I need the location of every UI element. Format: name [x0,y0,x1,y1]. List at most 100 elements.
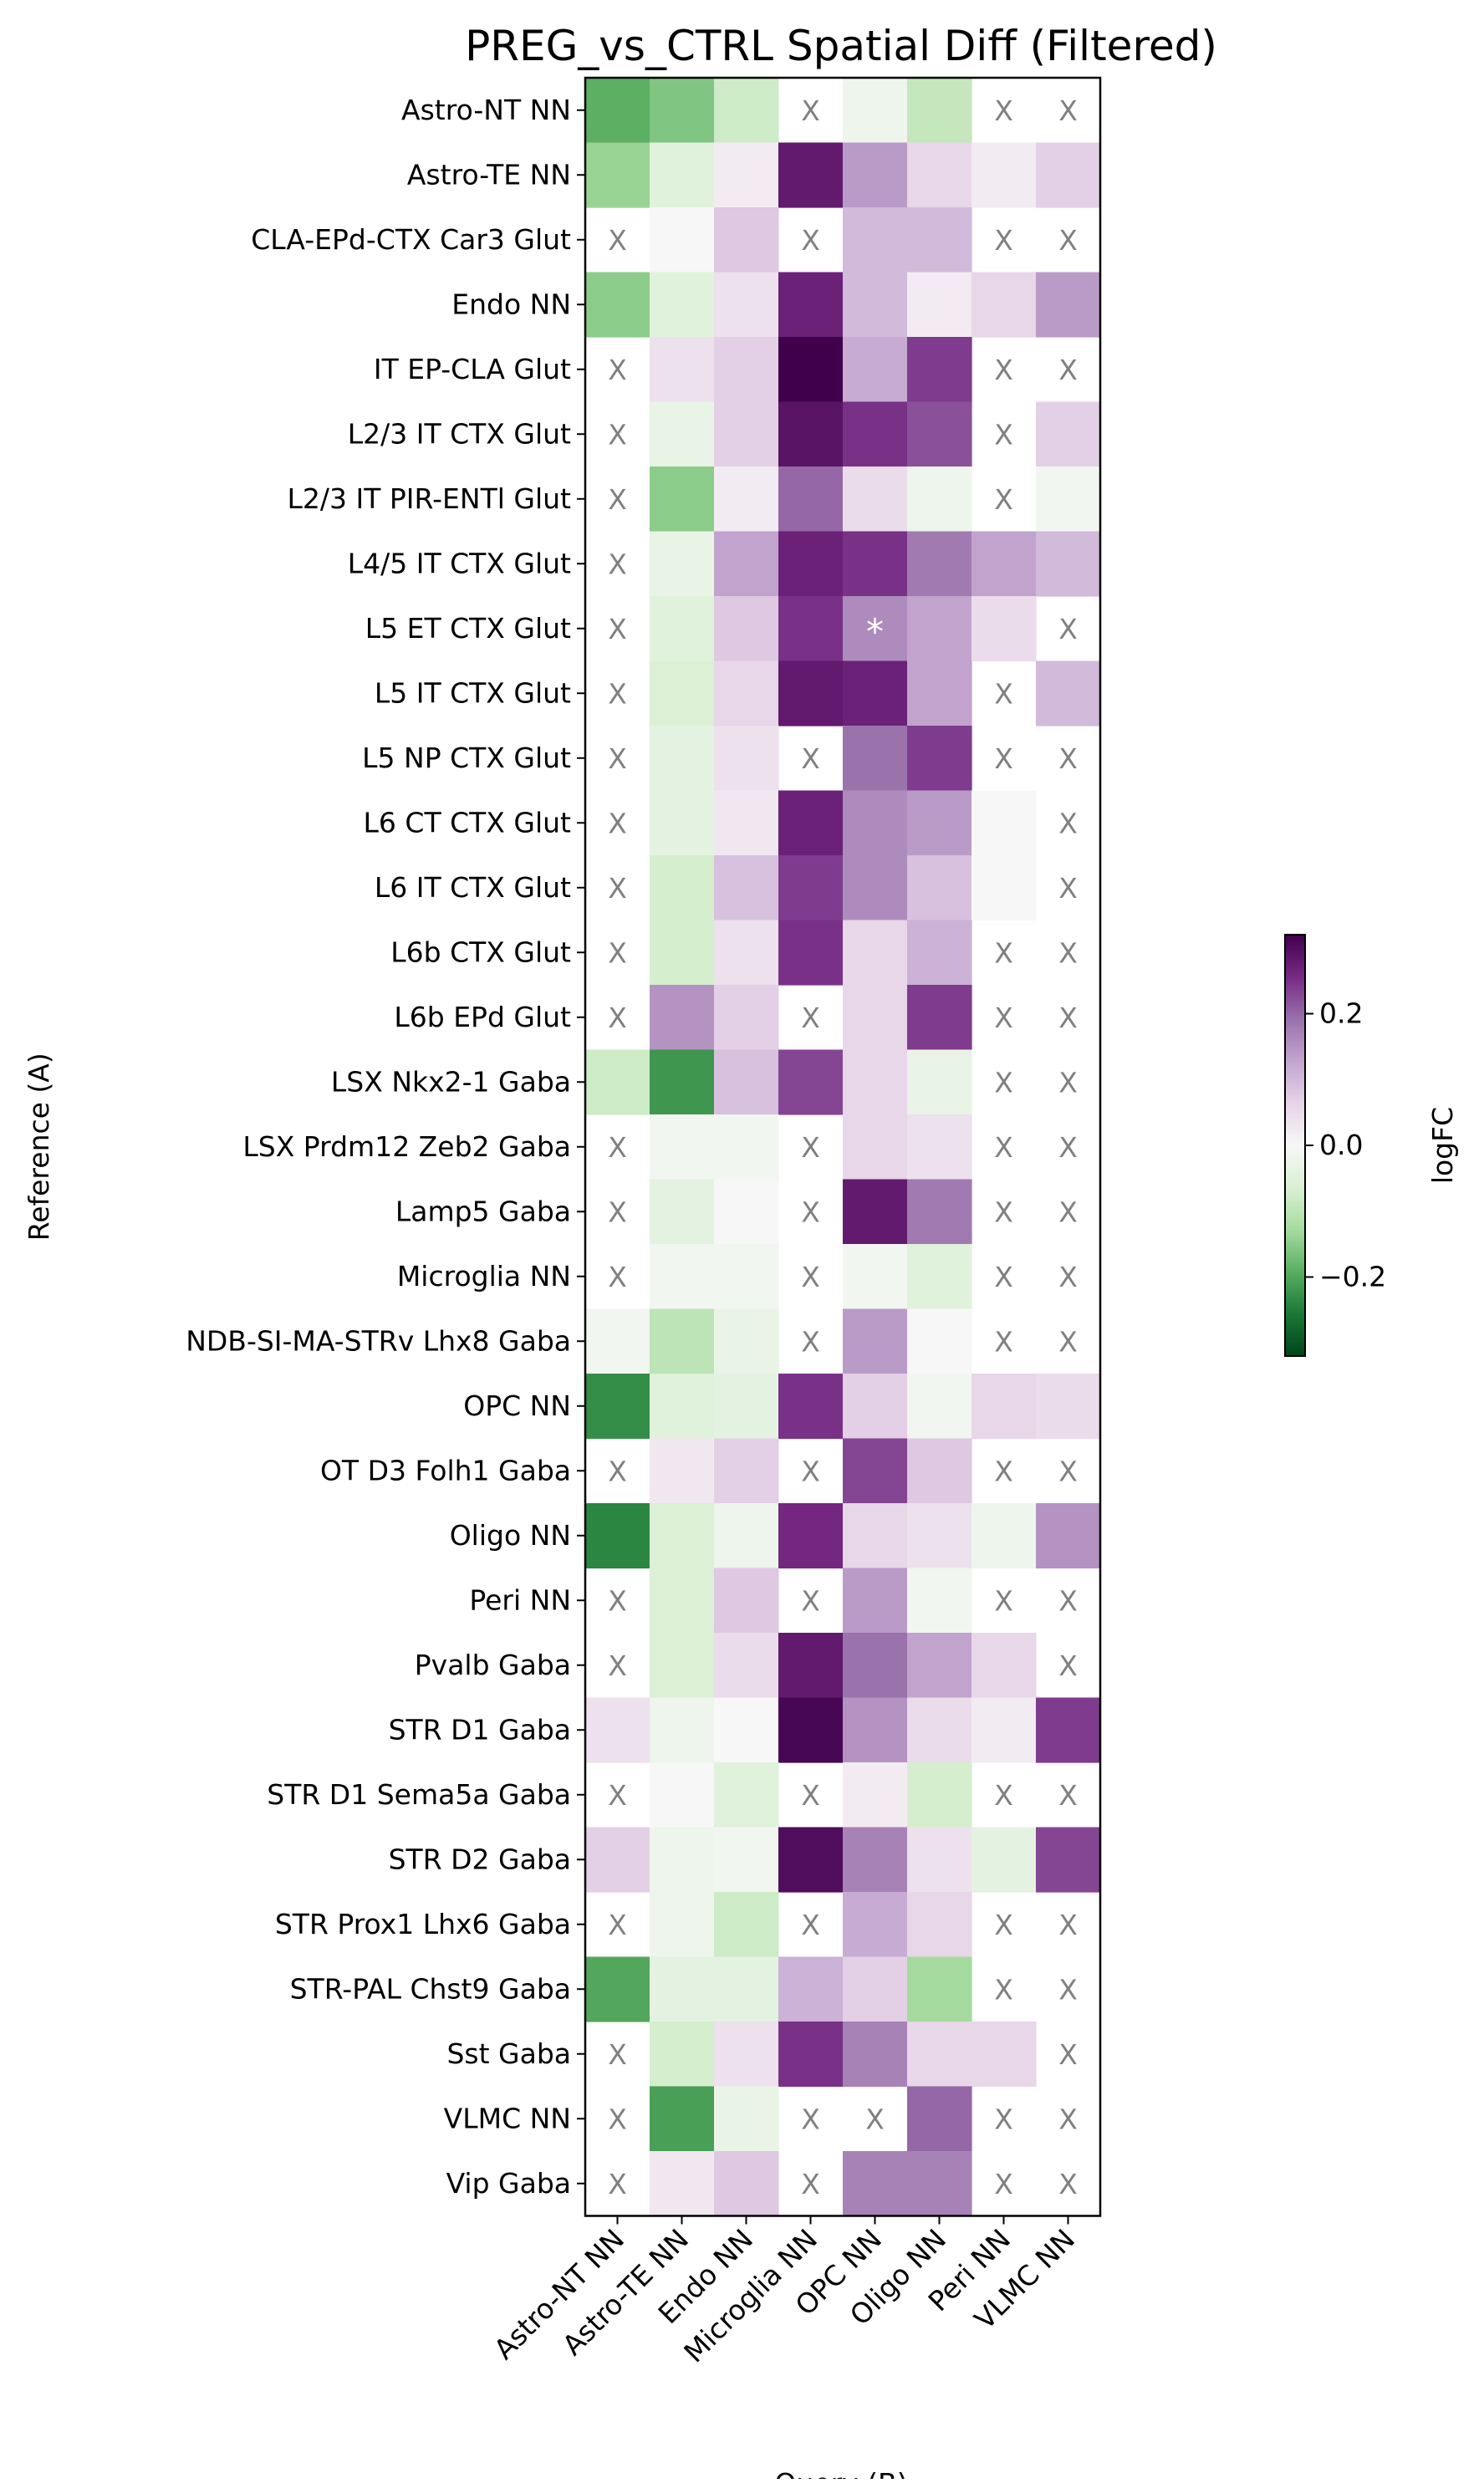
colorbar-tick-label: −0.2 [1319,1261,1386,1293]
missing-marker: X [994,1261,1013,1293]
heatmap-cell [585,1956,650,2022]
missing-marker: X [1058,224,1078,257]
y-tick-label-lsx-prdm12-zeb2-gaba: LSX Prdm12 Zeb2 Gaba [242,1130,571,1163]
heatmap-cell [714,920,779,986]
missing-marker: X [1058,1455,1078,1487]
missing-marker: X [1058,1131,1078,1164]
heatmap-cell [907,1697,972,1763]
missing-marker: X [1058,742,1078,775]
heatmap-cell [714,207,779,273]
heatmap-cell [907,1633,972,1699]
heatmap-cell [714,855,779,921]
heatmap-cell [650,1503,715,1569]
heatmap-cell [714,660,779,727]
heatmap-cell [907,1179,972,1245]
heatmap-cell [843,1179,908,1245]
heatmap-cell [907,790,972,856]
y-tick-label-str-d2-gaba: STR D2 Gaba [389,1843,571,1875]
heatmap-cell [714,531,779,597]
heatmap-cell [714,1244,779,1310]
y-tick-label-lamp5-gaba: Lamp5 Gaba [395,1195,571,1227]
heatmap-cell [714,1049,779,1115]
y-tick-label-ot-d3-folh1-gaba: OT D3 Folh1 Gaba [320,1454,571,1486]
missing-marker: X [608,1261,627,1293]
y-tick-label-it-ep-cla-glut: IT EP-CLA Glut [374,353,571,385]
heatmap-cell [843,272,908,338]
heatmap-cell [778,1827,844,1893]
missing-marker: X [994,2168,1013,2200]
missing-marker: X [608,2103,627,2135]
y-tick-label-l6-ct-ctx-glut: L6 CT CTX Glut [364,806,572,839]
heatmap-cell [843,467,908,533]
missing-marker: X [608,1584,627,1617]
heatmap-cell [585,1697,650,1763]
heatmap-cell [714,1308,779,1374]
heatmap-cell [714,1568,779,1634]
heatmap-cell [1036,1503,1101,1569]
heatmap-cell [907,207,972,273]
heatmap-cell [843,790,908,856]
heatmap-cell [650,207,715,273]
missing-marker: X [994,1909,1013,1941]
missing-marker: X [801,2168,820,2200]
heatmap-cell [650,855,715,921]
heatmap-cell [1036,142,1101,208]
heatmap-cell [714,2151,779,2217]
y-tick-label-pvalb-gaba: Pvalb Gaba [415,1649,571,1681]
heatmap-cell [843,1956,908,2022]
y-tick-label-astro-nt-nn: Astro-NT NN [401,94,571,126]
heatmap-cell [843,920,908,986]
missing-marker: X [608,1779,627,1812]
y-tick-label-l5-it-ctx-glut: L5 IT CTX Glut [375,676,571,709]
heatmap-cell [714,1633,779,1699]
heatmap-cell [843,1827,908,1893]
heatmap-cell [650,531,715,597]
heatmap-cell [907,985,972,1051]
heatmap-cell [714,272,779,338]
missing-marker: X [1058,936,1078,969]
missing-marker: X [1058,1261,1078,1293]
heatmap-cell [907,1244,972,1310]
missing-marker: X [994,418,1013,451]
missing-marker: X [608,872,627,905]
heatmap-cell [907,660,972,727]
heatmap-cell [971,2022,1037,2088]
heatmap-cell [1036,401,1101,467]
heatmap-cell [1036,1697,1101,1763]
heatmap-cell [585,78,650,144]
heatmap-cell [907,1374,972,1440]
missing-marker: X [608,354,627,386]
heatmap-cell [843,1892,908,1958]
y-tick-label-ndb-si-ma-strv-lhx8-gaba: NDB-SI-MA-STRv Lhx8 Gaba [186,1324,571,1357]
heatmap-cell [907,1892,972,1958]
y-tick-label-opc-nn: OPC NN [463,1389,571,1422]
heatmap-cell [1036,1827,1101,1893]
heatmap-cell [843,855,908,921]
missing-marker: X [994,1779,1013,1812]
missing-marker: X [994,483,1013,516]
missing-marker: X [1058,354,1078,386]
heatmap-cell [714,726,779,792]
heatmap-cell [714,1697,779,1763]
missing-marker: X [1058,2103,1078,2135]
y-tick-label-str-d1-gaba: STR D1 Gaba [389,1713,571,1746]
heatmap-cell [714,1762,779,1828]
missing-marker: X [994,1196,1013,1228]
y-tick-label-l6b-ctx-glut: L6b CTX Glut [390,936,571,968]
heatmap-cell [714,790,779,856]
heatmap-cell [650,1179,715,1245]
missing-marker: X [994,354,1013,386]
heatmap-cell [714,78,779,144]
x-axis-label: Query (B) [774,2467,907,2479]
missing-marker: X [994,1973,1013,2006]
y-tick-label-l5-et-ctx-glut: L5 ET CTX Glut [365,612,571,645]
heatmap-cell [907,531,972,597]
heatmap-cell [650,1049,715,1115]
missing-marker: X [1058,1584,1078,1617]
y-tick-label-str-prox1-lhx6-gaba: STR Prox1 Lhx6 Gaba [275,1908,571,1940]
heatmap-cell [907,401,972,467]
heatmap-cell [778,1374,844,1440]
heatmap-cell [714,1114,779,1180]
heatmap-cell [650,1374,715,1440]
